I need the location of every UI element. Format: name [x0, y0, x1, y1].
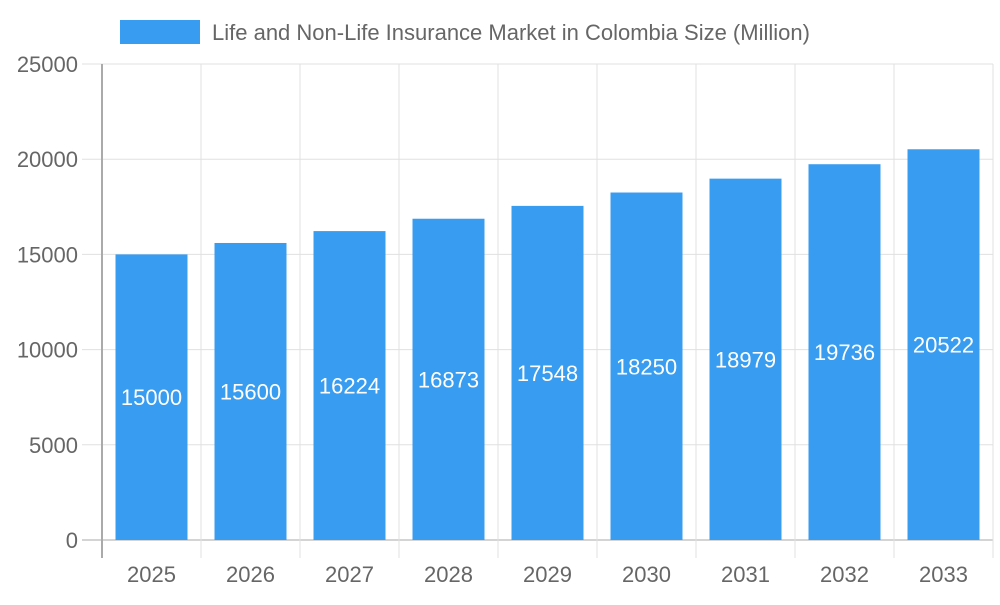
- x-tick-label: 2026: [226, 562, 275, 587]
- legend[interactable]: Life and Non-Life Insurance Market in Co…: [120, 20, 810, 45]
- y-tick-label: 15000: [17, 242, 78, 267]
- bar: [214, 242, 287, 540]
- data-label: 19736: [814, 340, 875, 365]
- bar: [412, 218, 485, 540]
- bar: [313, 231, 386, 541]
- data-label: 15600: [220, 379, 281, 404]
- data-label: 15000: [121, 385, 182, 410]
- legend-label: Life and Non-Life Insurance Market in Co…: [212, 20, 810, 45]
- y-tick-label: 0: [66, 528, 78, 553]
- y-tick-label: 5000: [29, 433, 78, 458]
- x-tick-label: 2031: [721, 562, 770, 587]
- y-tick-label: 10000: [17, 338, 78, 363]
- data-label: 18979: [715, 347, 776, 372]
- data-label: 20522: [913, 333, 974, 358]
- legend-swatch: [120, 20, 200, 44]
- data-label: 16873: [418, 367, 479, 392]
- x-tick-label: 2032: [820, 562, 869, 587]
- x-tick-label: 2025: [127, 562, 176, 587]
- data-label: 17548: [517, 361, 578, 386]
- x-tick-label: 2029: [523, 562, 572, 587]
- bar: [709, 178, 782, 541]
- y-tick-label: 20000: [17, 147, 78, 172]
- x-tick-label: 2033: [919, 562, 968, 587]
- data-label: 16224: [319, 374, 380, 399]
- bar: [511, 205, 584, 540]
- bar: [610, 192, 683, 540]
- bar: [115, 254, 188, 540]
- x-tick-label: 2027: [325, 562, 374, 587]
- y-tick-label: 25000: [17, 52, 78, 77]
- x-tick-label: 2030: [622, 562, 671, 587]
- bar: [808, 164, 881, 540]
- data-label: 18250: [616, 354, 677, 379]
- bar: [907, 149, 980, 541]
- x-tick-label: 2028: [424, 562, 473, 587]
